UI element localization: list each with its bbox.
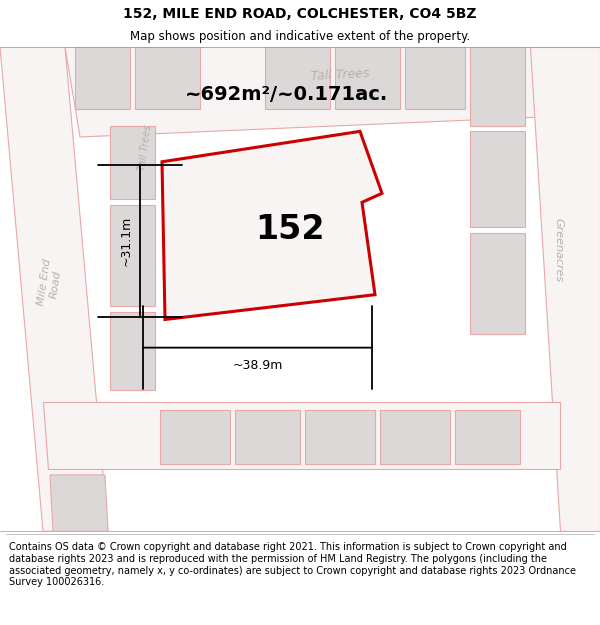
Polygon shape — [110, 312, 155, 391]
Polygon shape — [470, 47, 525, 126]
Polygon shape — [0, 47, 108, 531]
Polygon shape — [75, 47, 130, 109]
Text: 152: 152 — [255, 213, 325, 246]
Text: Contains OS data © Crown copyright and database right 2021. This information is : Contains OS data © Crown copyright and d… — [9, 542, 576, 588]
Polygon shape — [305, 409, 375, 464]
Text: 152, MILE END ROAD, COLCHESTER, CO4 5BZ: 152, MILE END ROAD, COLCHESTER, CO4 5BZ — [123, 7, 477, 21]
Polygon shape — [260, 182, 340, 261]
Polygon shape — [43, 402, 560, 469]
Polygon shape — [470, 232, 525, 334]
Polygon shape — [110, 204, 155, 306]
Text: Tall Trees: Tall Trees — [310, 67, 370, 83]
Text: ~692m²/~0.171ac.: ~692m²/~0.171ac. — [185, 84, 388, 104]
Polygon shape — [65, 47, 600, 137]
Polygon shape — [110, 126, 155, 199]
Polygon shape — [175, 182, 255, 261]
Polygon shape — [335, 47, 400, 109]
Polygon shape — [160, 409, 230, 464]
Text: Mile End
Road: Mile End Road — [36, 259, 64, 308]
Polygon shape — [405, 47, 465, 109]
Text: Map shows position and indicative extent of the property.: Map shows position and indicative extent… — [130, 30, 470, 43]
Text: Greenacres: Greenacres — [553, 217, 563, 282]
Polygon shape — [50, 475, 108, 531]
Polygon shape — [235, 409, 300, 464]
Polygon shape — [162, 131, 382, 319]
Polygon shape — [135, 47, 200, 109]
Polygon shape — [470, 131, 525, 227]
Text: ~31.1m: ~31.1m — [119, 216, 133, 266]
Polygon shape — [530, 47, 600, 531]
Polygon shape — [265, 47, 330, 109]
Text: ~38.9m: ~38.9m — [232, 359, 283, 372]
Polygon shape — [455, 409, 520, 464]
Polygon shape — [380, 409, 450, 464]
Text: Tall Trees: Tall Trees — [137, 125, 153, 172]
